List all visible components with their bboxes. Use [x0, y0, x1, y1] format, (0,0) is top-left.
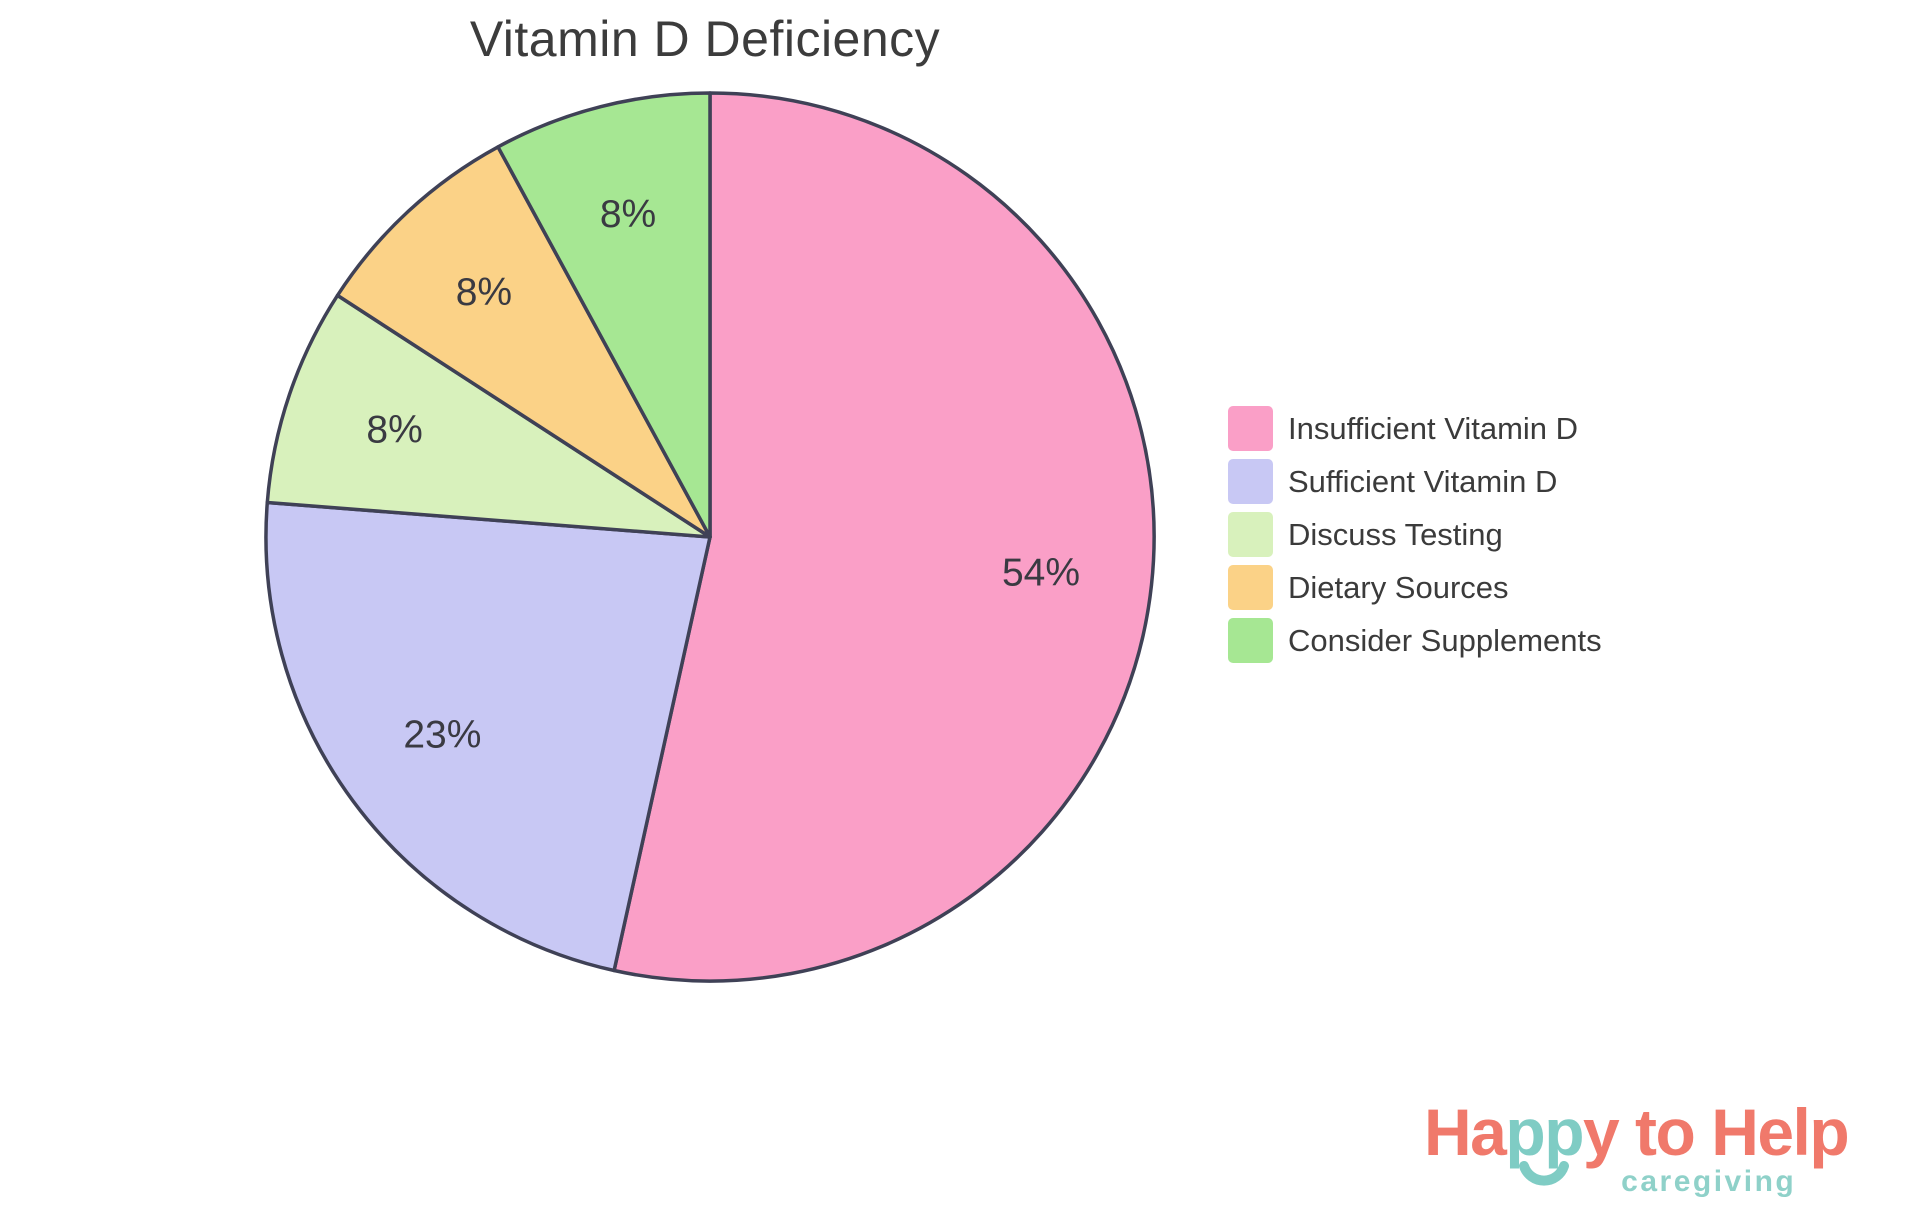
- legend-label: Sufficient Vitamin D: [1288, 463, 1558, 499]
- legend-swatch: [1228, 459, 1273, 504]
- legend-label: Insufficient Vitamin D: [1288, 410, 1579, 446]
- legend: Insufficient Vitamin D Sufficient Vitami…: [1228, 406, 1602, 671]
- logo-wordmark: Happ y to Help: [1424, 1099, 1850, 1186]
- legend-item: Sufficient Vitamin D: [1228, 459, 1602, 504]
- legend-item: Discuss Testing: [1228, 512, 1602, 557]
- pie-slice-percent-label: 8%: [456, 271, 512, 314]
- pie-slice-insufficient-vitamin-d: [612, 91, 1156, 983]
- legend-item: Dietary Sources: [1228, 565, 1602, 610]
- logo-text-part: Ha: [1424, 1095, 1507, 1169]
- legend-item: Insufficient Vitamin D: [1228, 406, 1602, 451]
- pie-slice-sufficient-vitamin-d: [264, 500, 712, 973]
- pie-slice-dietary-sources: [335, 145, 712, 539]
- pie-slice-percent-label: 8%: [600, 193, 656, 236]
- pie-slice-percent-label: 54%: [1002, 552, 1080, 595]
- legend-item: Consider Supplements: [1228, 618, 1602, 663]
- legend-swatch: [1228, 565, 1273, 610]
- logo-tagline: caregiving: [1621, 1165, 1797, 1198]
- legend-swatch: [1228, 512, 1273, 557]
- legend-swatch: [1228, 618, 1273, 663]
- smile-arc: [1519, 1161, 1570, 1186]
- pie-slice-discuss-testing: [265, 293, 712, 539]
- pie-slice-consider-supplements: [496, 91, 712, 539]
- logo-text-part: pp: [1505, 1099, 1585, 1186]
- smile-icon: [1519, 1161, 1570, 1186]
- chart-title: Vitamin D Deficiency: [469, 11, 941, 67]
- logo-text-part: y to Help: [1583, 1095, 1850, 1169]
- happy-to-help-logo: Happ y to Help caregiving: [1424, 1099, 1850, 1198]
- pie-slice-percent-label: 23%: [403, 714, 481, 757]
- legend-label: Discuss Testing: [1288, 516, 1503, 552]
- pie-slice-percent-label: 8%: [366, 409, 422, 452]
- legend-label: Dietary Sources: [1288, 569, 1509, 605]
- legend-swatch: [1228, 406, 1273, 451]
- legend-label: Consider Supplements: [1288, 622, 1602, 658]
